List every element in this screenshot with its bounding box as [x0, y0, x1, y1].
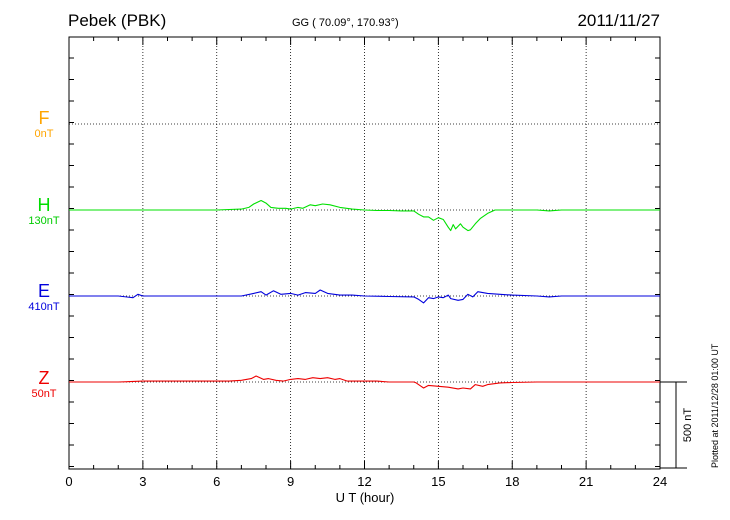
plotted-timestamp: Plotted at 2011/12/28 01:00 UT: [710, 343, 720, 468]
channel-e-name: E: [37, 281, 50, 301]
x-tick-label: 24: [653, 474, 667, 489]
geographic-coordinates: GG ( 70.09°, 170.93°): [292, 17, 399, 29]
plot-date: 2011/11/27: [577, 11, 660, 30]
x-tick-label: 0: [65, 474, 72, 489]
channel-h-offset: 130nT: [28, 215, 60, 227]
station-title: Pebek (PBK): [68, 11, 167, 30]
x-tick-label: 3: [139, 474, 146, 489]
x-tick-label: 18: [505, 474, 519, 489]
series-line-e: [69, 289, 660, 304]
scale-bar-label: 500 nT: [682, 408, 694, 443]
x-tick-label: 15: [431, 474, 445, 489]
channel-label-e: E 410nT: [19, 281, 69, 314]
channel-f-name: F: [38, 108, 50, 128]
series-line-h: [69, 199, 660, 232]
x-tick-label: 9: [287, 474, 294, 489]
x-tick-label: 21: [579, 474, 593, 489]
channel-z-name: Z: [38, 368, 50, 388]
x-tick-label: 6: [213, 474, 220, 489]
series-line-z: [69, 375, 660, 390]
channel-label-h: H 130nT: [19, 195, 69, 228]
channel-z-offset: 50nT: [31, 388, 57, 400]
channel-label-f: F 0nT: [19, 108, 69, 141]
channel-label-z: Z 50nT: [19, 368, 69, 401]
x-tick-label: 12: [357, 474, 371, 489]
channel-h-name: H: [37, 195, 51, 215]
channel-f-offset: 0nT: [34, 128, 54, 140]
x-axis-label: U T (hour): [335, 490, 395, 505]
channel-e-offset: 410nT: [28, 301, 60, 313]
